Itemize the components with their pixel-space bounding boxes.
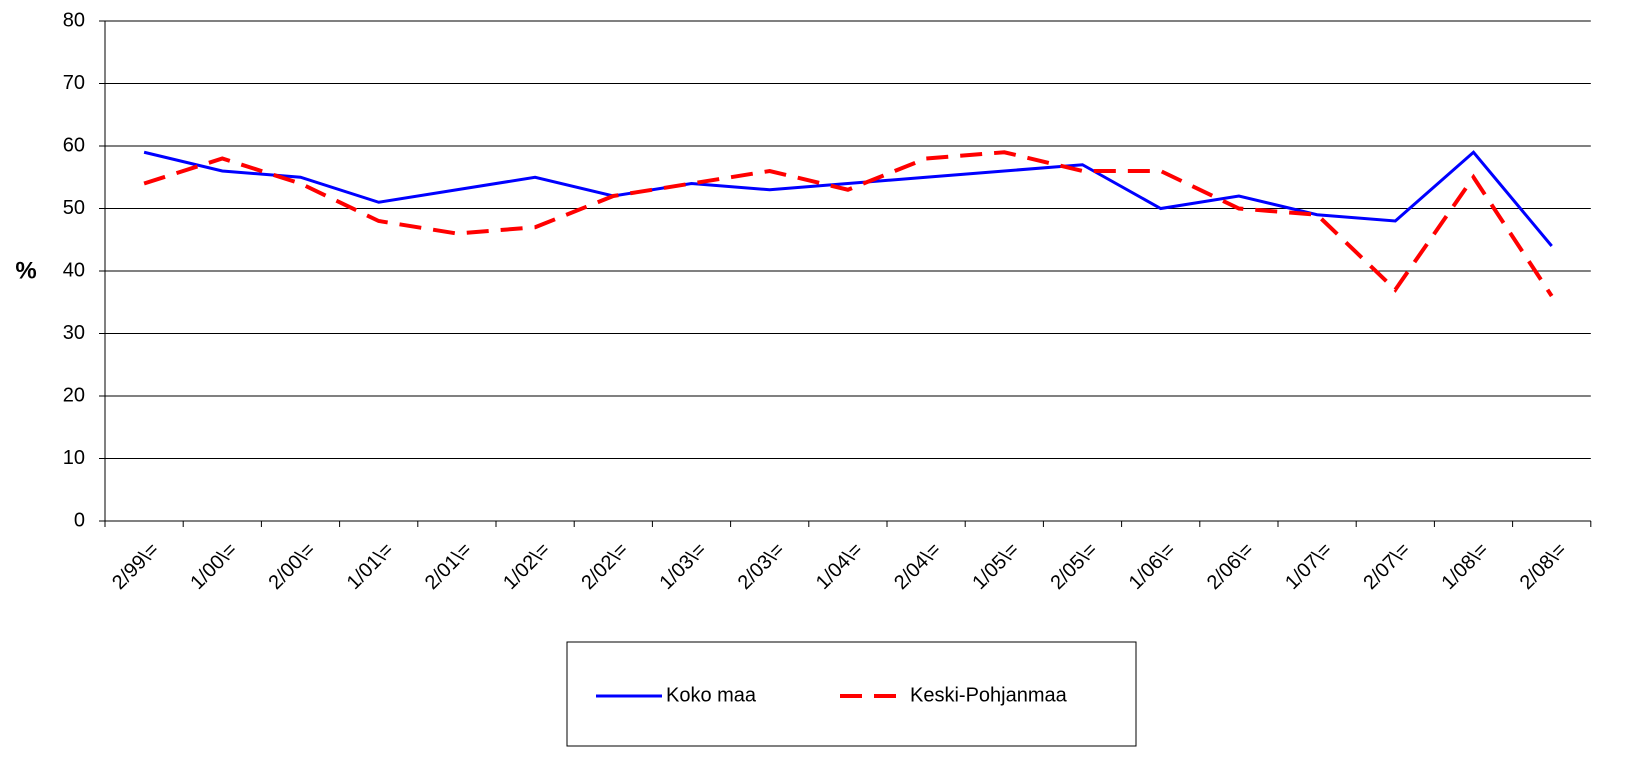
y-tick-label: 60 (63, 134, 85, 156)
y-tick-label: 10 (63, 447, 85, 469)
x-tick-label: 1/03\= (655, 539, 710, 594)
y-tick-label: 20 (63, 384, 85, 406)
x-tick-label: 1/05\= (968, 539, 1023, 594)
y-tick-label: 40 (63, 259, 85, 281)
x-tick-label: 2/04\= (890, 539, 945, 594)
x-tick-label: 2/02\= (577, 539, 632, 594)
series-line (143, 150, 1553, 247)
x-tick-label: 1/07\= (1281, 539, 1336, 594)
y-tick-label: 50 (63, 197, 85, 219)
x-tick-label: 2/07\= (1359, 539, 1414, 594)
legend-label: Koko maa (666, 684, 757, 706)
x-tick-label: 1/00\= (186, 539, 241, 594)
legend-label: Keski-Pohjanmaa (910, 684, 1068, 706)
x-tick-label: 2/00\= (264, 539, 319, 594)
x-tick-label: 1/08\= (1437, 539, 1492, 594)
y-tick-label: 0 (74, 509, 85, 531)
y-axis-label: % (15, 257, 36, 284)
x-tick-label: 2/08\= (1516, 539, 1571, 594)
x-tick-label: 2/99\= (108, 539, 163, 594)
series-line (143, 150, 1554, 298)
x-tick-label: 1/06\= (1125, 539, 1180, 594)
x-tick-label: 1/02\= (499, 539, 554, 594)
y-tick-label: 80 (63, 9, 85, 31)
x-tick-label: 2/01\= (421, 539, 476, 594)
x-tick-label: 2/06\= (1203, 539, 1258, 594)
x-tick-label: 2/03\= (734, 539, 789, 594)
x-tick-label: 2/05\= (1046, 539, 1101, 594)
y-tick-label: 70 (63, 72, 85, 94)
x-tick-label: 1/04\= (812, 539, 867, 594)
x-tick-label: 1/01\= (343, 539, 398, 594)
y-tick-label: 30 (63, 322, 85, 344)
